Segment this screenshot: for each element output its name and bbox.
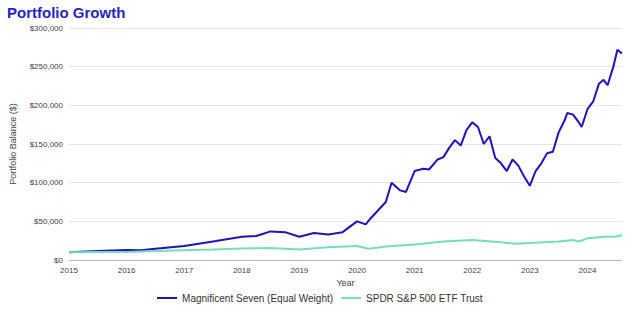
svg-text:2020: 2020: [348, 266, 366, 275]
svg-text:$200,000: $200,000: [30, 101, 64, 110]
svg-text:SPDR S&P 500 ETF Trust: SPDR S&P 500 ETF Trust: [366, 293, 483, 304]
svg-text:$100,000: $100,000: [30, 178, 64, 187]
svg-text:2024: 2024: [579, 266, 597, 275]
svg-text:2018: 2018: [233, 266, 251, 275]
svg-text:2021: 2021: [406, 266, 424, 275]
svg-text:2022: 2022: [463, 266, 481, 275]
svg-text:$50,000: $50,000: [34, 217, 63, 226]
svg-text:2015: 2015: [60, 266, 78, 275]
svg-text:2023: 2023: [521, 266, 539, 275]
svg-text:Portfolio Balance ($): Portfolio Balance ($): [8, 103, 18, 185]
svg-text:$0: $0: [54, 256, 63, 265]
svg-text:$150,000: $150,000: [30, 140, 64, 149]
svg-text:$250,000: $250,000: [30, 62, 64, 71]
svg-text:2019: 2019: [291, 266, 309, 275]
svg-text:Year: Year: [336, 278, 354, 288]
svg-text:2016: 2016: [118, 266, 136, 275]
svg-text:Magnificent Seven (Equal Weigh: Magnificent Seven (Equal Weight): [182, 293, 333, 304]
svg-text:2017: 2017: [175, 266, 193, 275]
svg-text:Portfolio Growth: Portfolio Growth: [7, 4, 125, 21]
svg-text:$300,000: $300,000: [30, 24, 64, 33]
